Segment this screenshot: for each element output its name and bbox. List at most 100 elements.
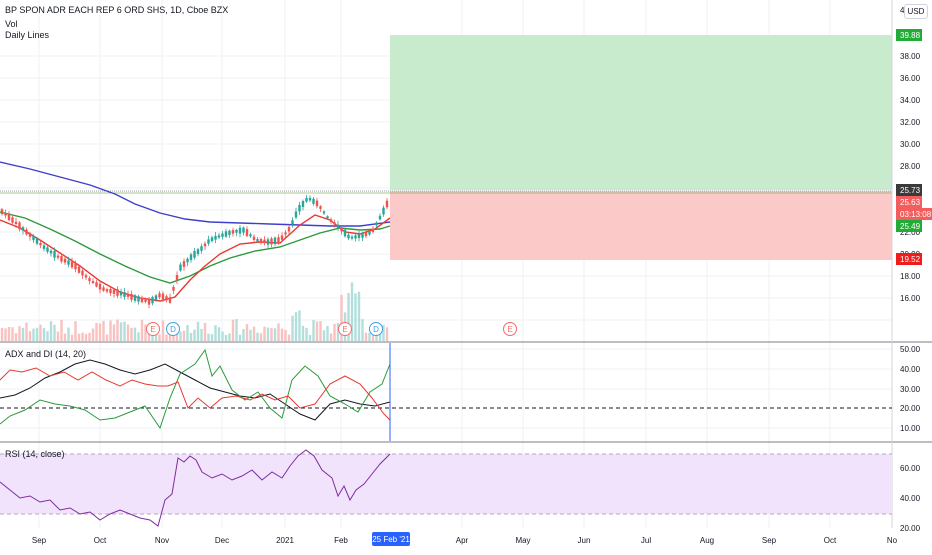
volume-bar (203, 322, 207, 341)
time-axis-label: Jul (641, 536, 651, 545)
candle-body (308, 197, 312, 201)
candle-body (207, 239, 210, 244)
price-badge (896, 196, 922, 208)
rsi-title[interactable]: RSI (14, close) (5, 449, 65, 459)
currency-button[interactable]: USD (904, 4, 928, 19)
sma-long-line (0, 161, 391, 227)
candle-body (112, 289, 116, 294)
candle-body (291, 220, 294, 225)
volume-bar (294, 312, 298, 341)
candle-body (214, 235, 217, 240)
adx-axis-labels: 50.00 40.00 30.00 20.00 10.00 (900, 345, 921, 433)
volume-bar (259, 333, 263, 341)
candle-body (364, 231, 368, 237)
volume-bar (238, 334, 242, 341)
candle-body (354, 235, 357, 239)
candle-body (385, 200, 389, 208)
volume-bar (60, 319, 63, 341)
candle-body (189, 254, 193, 260)
candle-body (221, 233, 224, 237)
candle-body (42, 245, 46, 249)
loss-zone[interactable] (390, 191, 892, 260)
symbol-title[interactable]: BP SPON ADR EACH REP 6 ORD SHS, 1D, Cboe… (5, 5, 229, 15)
time-axis-label: 2021 (276, 536, 294, 545)
volume-bar (67, 327, 70, 341)
volume-bar (165, 334, 168, 341)
candle-body (60, 256, 63, 262)
ema-slow-line (0, 211, 391, 284)
candle-body (319, 206, 322, 209)
volume-bar (182, 330, 186, 341)
volume-bar (84, 333, 88, 341)
time-axis-label: Nov (155, 536, 169, 545)
candle-body (224, 231, 228, 237)
candle-body (228, 230, 231, 235)
earnings-event-icon[interactable]: E (146, 322, 160, 336)
adx-tick: 30.00 (900, 385, 921, 394)
volume-bar (56, 331, 60, 341)
volume-bar (186, 325, 189, 341)
candle-body (11, 217, 14, 223)
volume-bar (119, 322, 123, 341)
earnings-event-icon[interactable]: E (503, 322, 517, 336)
volume-bar (193, 329, 196, 341)
candle-body (343, 229, 347, 237)
candle-body (382, 207, 385, 215)
earnings-event-icon[interactable]: E (338, 322, 352, 336)
time-axis-label: Sep (762, 536, 777, 545)
candle-body (109, 289, 112, 294)
volume-bar (28, 331, 32, 341)
candle-body (182, 261, 186, 267)
svg-text:E: E (342, 325, 347, 334)
candle-body (357, 234, 361, 238)
volume-bar (116, 319, 119, 341)
volume-bar (88, 332, 91, 341)
candle-body (168, 297, 172, 303)
volume-bar (354, 293, 357, 341)
candle-body (67, 260, 70, 265)
volume-bar (287, 334, 291, 341)
indicator-label[interactable]: Daily Lines (5, 30, 50, 40)
candle-body (81, 270, 84, 276)
candle-body (4, 213, 7, 216)
dividend-event-icon[interactable]: D (166, 322, 180, 336)
volume-bar (315, 321, 319, 341)
adx-tick: 50.00 (900, 345, 921, 354)
volume-bar (207, 333, 210, 341)
volume-bar (123, 321, 126, 341)
volume-bar (361, 319, 364, 341)
candle-body (368, 231, 371, 235)
candle-body (179, 264, 182, 271)
volume-bar (112, 324, 116, 341)
profit-zone[interactable] (390, 35, 892, 190)
volume-bar (81, 332, 84, 341)
volume-bar (382, 324, 385, 341)
volume-bar (228, 333, 231, 341)
dividend-event-icon[interactable]: D (369, 322, 383, 336)
candle-body (77, 266, 81, 273)
volume-bar (357, 291, 361, 341)
candle-body (0, 209, 4, 215)
volume-bar (263, 326, 266, 341)
candle-body (378, 215, 382, 220)
price-axis-badges: 39.88 25.73 25.63 03:13:08 25.49 19.52 (896, 29, 932, 265)
adx-tick: 10.00 (900, 424, 921, 433)
price-badge-label: 19.52 (900, 255, 921, 264)
time-axis-label: Oct (824, 536, 837, 545)
volume-label[interactable]: Vol (5, 19, 18, 29)
candle-body (91, 280, 95, 284)
volume-bar (200, 328, 203, 341)
adx-title[interactable]: ADX and DI (14, 20) (5, 349, 87, 359)
candle-body (249, 234, 252, 237)
price-tick: 28.00 (900, 162, 921, 171)
candle-body (102, 287, 105, 291)
volume-bar (144, 324, 147, 341)
candle-body (259, 239, 263, 243)
volume-bar (4, 328, 7, 341)
volume-bar (39, 324, 42, 341)
volume-bar (336, 323, 340, 341)
candle-body (196, 249, 200, 255)
volume-bar (25, 322, 28, 341)
volume-bar (371, 333, 375, 341)
